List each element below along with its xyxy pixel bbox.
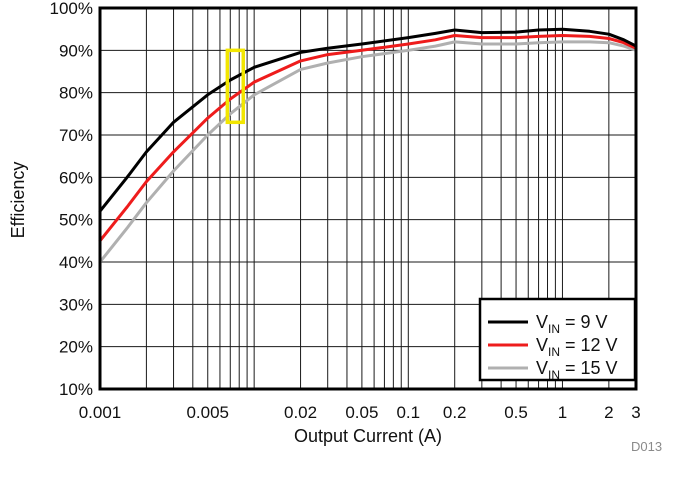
x-tick-label: 0.5 <box>504 403 528 422</box>
y-axis-title: Efficiency <box>8 162 28 239</box>
y-tick-labels: 10% 20% 30% 40% 50% 60% 70% 80% 90% 100% <box>50 0 93 399</box>
highlight-box <box>225 48 246 125</box>
y-tick-label: 30% <box>59 295 93 314</box>
x-tick-label: 1 <box>558 403 567 422</box>
x-tick-label: 0.1 <box>396 403 420 422</box>
series-lines <box>98 27 638 264</box>
y-tick-label: 100% <box>50 0 93 18</box>
series-line <box>98 27 638 213</box>
y-tick-label: 50% <box>59 211 93 230</box>
legend-label: VIN = 15 V <box>536 358 618 382</box>
x-tick-label: 2 <box>604 403 613 422</box>
x-tick-label: 0.05 <box>345 403 378 422</box>
series-line <box>98 40 638 264</box>
legend-label: VIN = 12 V <box>536 335 618 359</box>
y-tick-label: 90% <box>59 41 93 60</box>
y-tick-label: 70% <box>59 126 93 145</box>
y-tick-label: 80% <box>59 84 93 103</box>
x-axis-title: Output Current (A) <box>294 426 442 446</box>
figure-code: D013 <box>631 439 662 454</box>
x-tick-label: 3 <box>631 403 640 422</box>
y-tick-label: 60% <box>59 168 93 187</box>
x-tick-label: 0.005 <box>186 403 229 422</box>
plot-frame <box>98 6 638 391</box>
series-line <box>98 34 638 243</box>
legend-label: VIN = 9 V <box>536 312 608 336</box>
y-tick-label: 40% <box>59 253 93 272</box>
x-tick-label: 0.2 <box>443 403 467 422</box>
x-tick-label: 0.02 <box>284 403 317 422</box>
y-tick-label: 20% <box>59 338 93 357</box>
x-tick-label: 0.001 <box>79 403 122 422</box>
highlight-layer <box>225 48 246 125</box>
y-tick-label: 10% <box>59 380 93 399</box>
x-tick-labels: 0.001 0.005 0.02 0.05 0.1 0.2 0.5 1 2 3 <box>79 403 641 422</box>
